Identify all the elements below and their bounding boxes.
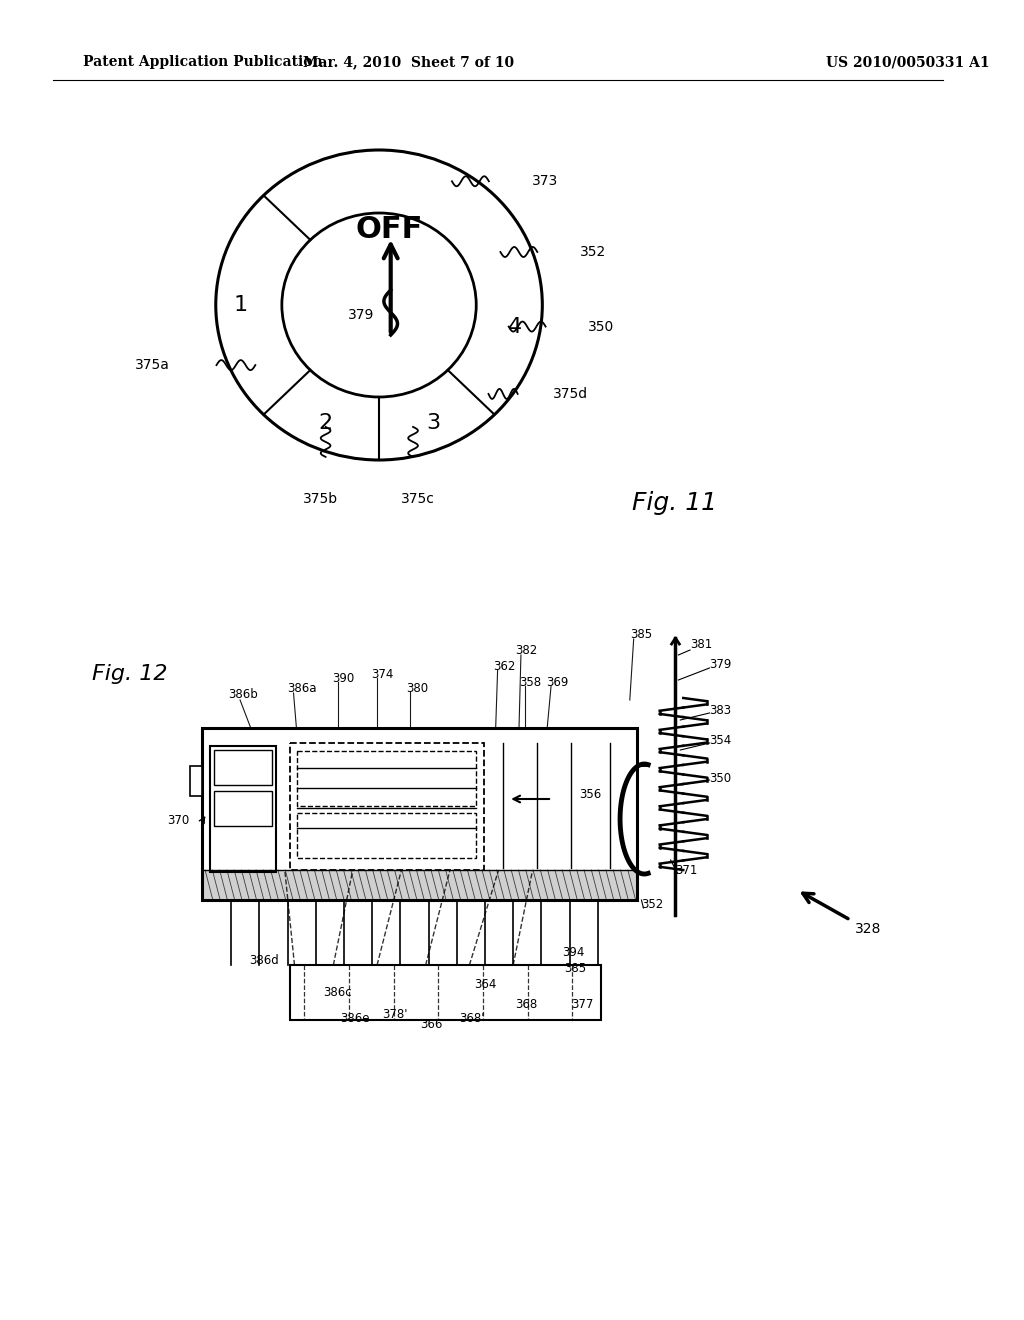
Bar — [214, 750, 272, 785]
Text: US 2010/0050331 A1: US 2010/0050331 A1 — [826, 55, 990, 69]
Text: 369: 369 — [546, 676, 568, 689]
Text: 382: 382 — [515, 644, 538, 656]
Text: 368': 368' — [459, 1011, 484, 1024]
Text: 380: 380 — [407, 681, 428, 694]
Text: 390: 390 — [333, 672, 354, 685]
Bar — [190, 766, 202, 796]
Bar — [210, 746, 276, 873]
Text: OFF: OFF — [355, 215, 423, 244]
Bar — [297, 813, 476, 858]
Text: 366: 366 — [420, 1019, 442, 1031]
Bar — [297, 751, 476, 807]
Text: 2: 2 — [318, 413, 332, 433]
Text: 386c: 386c — [324, 986, 352, 998]
Bar — [290, 743, 484, 870]
Text: 328: 328 — [855, 921, 882, 936]
Text: 379: 379 — [348, 308, 375, 322]
Text: 378': 378' — [382, 1008, 408, 1022]
Text: 370: 370 — [167, 813, 189, 826]
Text: 381: 381 — [690, 639, 713, 652]
Text: 354: 354 — [710, 734, 732, 747]
Text: 385: 385 — [630, 628, 652, 642]
Text: 386a: 386a — [287, 681, 316, 694]
Bar — [214, 791, 272, 826]
Bar — [202, 729, 637, 900]
Text: 375d: 375d — [553, 387, 588, 401]
Text: Fig. 12: Fig. 12 — [92, 664, 168, 684]
Text: Mar. 4, 2010  Sheet 7 of 10: Mar. 4, 2010 Sheet 7 of 10 — [303, 55, 514, 69]
Text: 362: 362 — [493, 660, 515, 672]
Text: 352: 352 — [581, 246, 606, 259]
Text: 352: 352 — [641, 899, 664, 912]
Text: 371: 371 — [676, 863, 697, 876]
Text: 383: 383 — [710, 704, 731, 717]
Text: 386d: 386d — [249, 953, 279, 966]
Text: 375b: 375b — [303, 492, 338, 506]
Text: 3: 3 — [426, 413, 440, 433]
Bar — [290, 965, 601, 1020]
Text: 350: 350 — [710, 771, 731, 784]
Text: 379: 379 — [710, 659, 732, 672]
Text: 386b: 386b — [228, 689, 258, 701]
Text: 356: 356 — [580, 788, 601, 801]
Text: 394: 394 — [562, 946, 584, 960]
Text: 350: 350 — [589, 319, 614, 334]
Text: 375a: 375a — [135, 358, 170, 372]
Text: 374: 374 — [372, 668, 393, 681]
Text: 4: 4 — [508, 317, 522, 338]
Text: Patent Application Publication: Patent Application Publication — [83, 55, 323, 69]
Text: 375c: 375c — [401, 492, 435, 506]
Text: 364: 364 — [474, 978, 497, 991]
Text: Fig. 11: Fig. 11 — [632, 491, 717, 515]
Text: 377: 377 — [571, 998, 594, 1011]
Text: 373: 373 — [531, 174, 558, 189]
Bar — [202, 870, 637, 900]
Text: 386e: 386e — [340, 1011, 370, 1024]
Text: 1: 1 — [233, 294, 248, 315]
Text: 368: 368 — [515, 998, 538, 1011]
Text: 385: 385 — [563, 961, 586, 974]
Text: 358: 358 — [519, 676, 541, 689]
